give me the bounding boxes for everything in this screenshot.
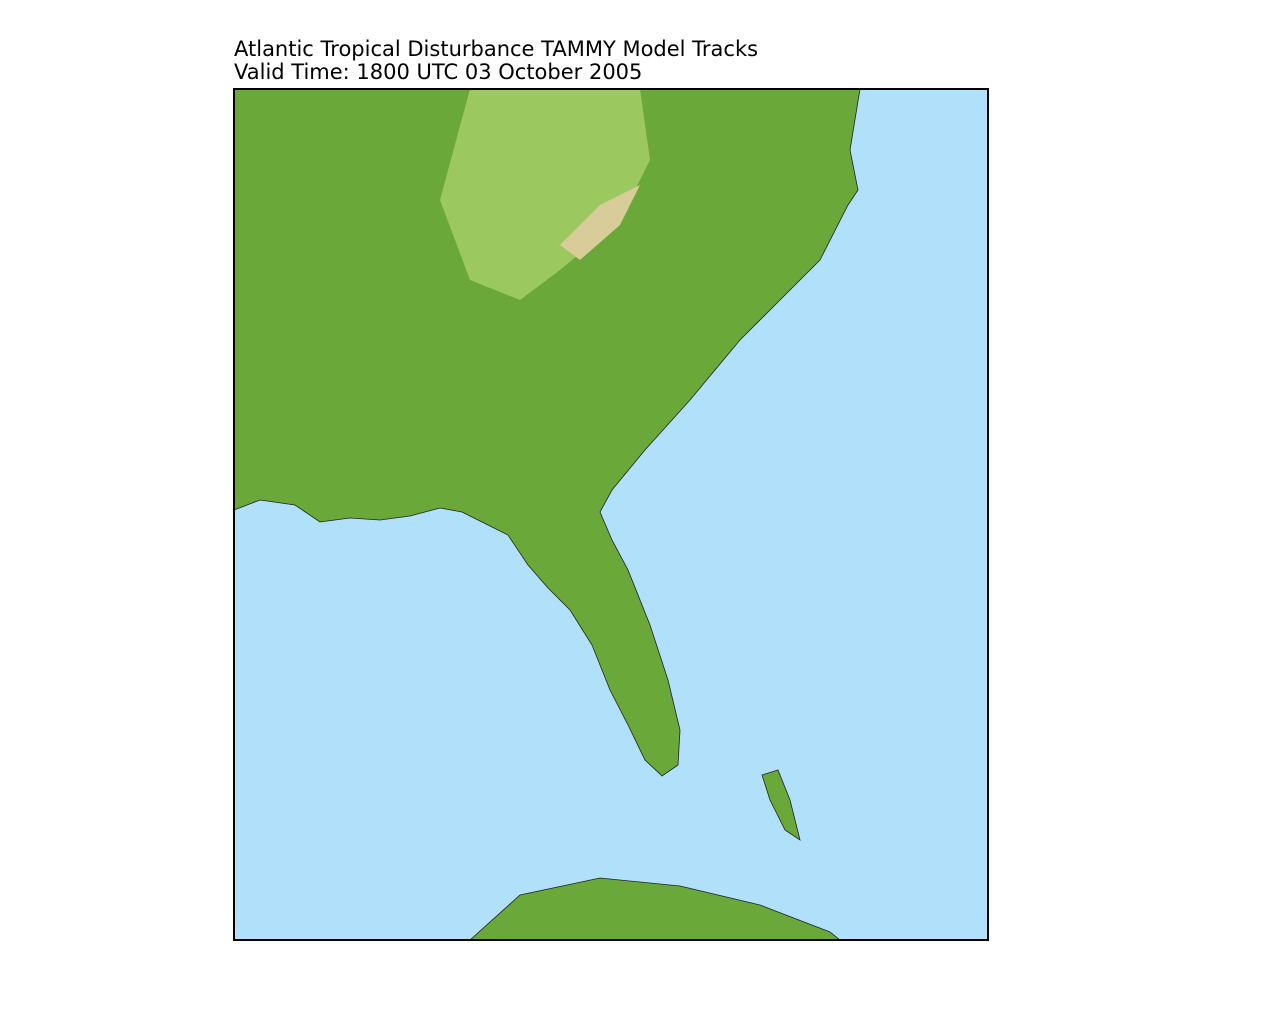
bahamas <box>761 769 801 841</box>
land <box>234 89 861 777</box>
highland <box>440 89 650 300</box>
map-frame <box>233 88 989 941</box>
mountains <box>560 185 640 260</box>
title-line: Atlantic Tropical Disturbance TAMMY Mode… <box>234 37 758 61</box>
title-line: Valid Time: 1800 UTC 03 October 2005 <box>234 60 642 84</box>
cuba <box>469 877 841 940</box>
